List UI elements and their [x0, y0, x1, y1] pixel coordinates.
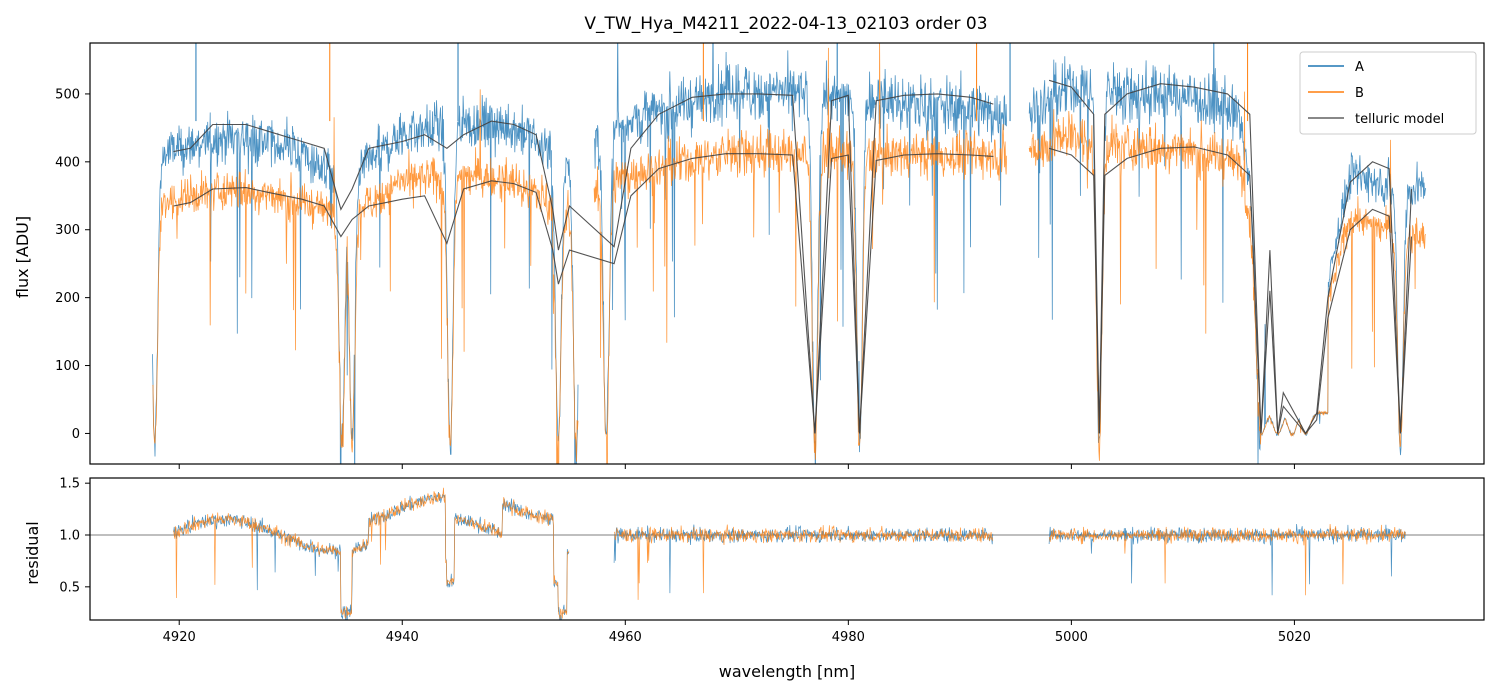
flux-axes-frame: [89, 42, 1485, 465]
residual-y-ticks: 0.5 1.0 1.5: [59, 477, 90, 595]
y-tick-label: 1.5: [59, 477, 80, 492]
x-tick-label: 4940: [386, 630, 419, 645]
y-tick-label: 400: [55, 155, 80, 170]
telluric-model-line: [1048, 146, 1413, 435]
flux-y-axis-label: flux [ADU]: [13, 216, 32, 298]
flux-plot-area: [152, 43, 1426, 464]
flux-panel: 0 100 200 300 400 500 flux [ADU] A B telluric…: [13, 42, 1485, 469]
telluric-model-line: [1048, 79, 1413, 435]
x-tick-label: 4960: [609, 630, 642, 645]
residual-x-ticks: 4920 4940 4960 4980 5000 5020: [163, 620, 1311, 645]
y-tick-label: 100: [55, 359, 80, 374]
y-tick-label: 0.5: [59, 580, 80, 595]
legend-label-model: telluric model: [1355, 112, 1444, 127]
legend: A B telluric model: [1299, 51, 1477, 135]
residual-b-line: [173, 487, 1406, 619]
residual-plot-area: [90, 487, 1484, 620]
x-tick-label: 5020: [1278, 630, 1311, 645]
telluric-model-line: [173, 93, 994, 434]
chart-title: V_TW_Hya_M4211_2022-04-13_02103 order 03: [584, 14, 987, 34]
residual-y-axis-label: residual: [23, 521, 42, 584]
x-tick-label: 4980: [832, 630, 865, 645]
x-tick-label: 5000: [1055, 630, 1088, 645]
x-axis-label: wavelength [nm]: [719, 662, 856, 681]
x-tick-label: 4920: [163, 630, 196, 645]
flux-y-ticks: 0 100 200 300 400 500: [55, 87, 90, 442]
legend-label-b: B: [1355, 86, 1364, 101]
telluric-model-line: [173, 153, 994, 434]
flux-x-ticks: [178, 464, 1295, 469]
y-tick-label: 0: [72, 427, 80, 442]
legend-label-a: A: [1355, 60, 1364, 75]
y-tick-label: 300: [55, 223, 80, 238]
y-tick-label: 500: [55, 87, 80, 102]
residual-panel: 0.5 1.0 1.5 4920 4940 4960 4980 5000 5020 resid…: [23, 477, 1485, 681]
y-tick-label: 1.0: [59, 529, 80, 544]
y-tick-label: 200: [55, 291, 80, 306]
residual-axes-frame: [89, 477, 1485, 621]
legend-box: [1299, 51, 1477, 135]
